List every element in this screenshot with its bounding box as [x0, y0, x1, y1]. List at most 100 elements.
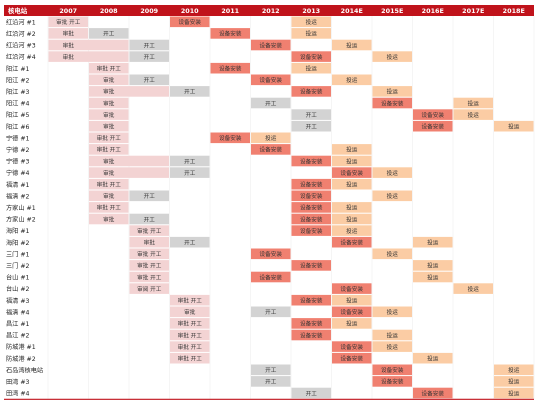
- plant-name: 红沿河 #4: [6, 53, 36, 61]
- schedule-segment: [89, 155, 169, 167]
- segment-label: 投运: [387, 331, 399, 339]
- schedule-segment: [372, 376, 412, 387]
- segment-label: 设备安装: [341, 308, 364, 316]
- segment-label: 设备安装: [300, 204, 323, 212]
- schedule-segment: [372, 248, 412, 260]
- segment-label: 审批 开工: [178, 320, 203, 328]
- plant-name: 宁德 #2: [6, 146, 30, 154]
- plant-name: 方家山 #1: [6, 204, 36, 212]
- segment-label: 设备安装: [381, 378, 404, 386]
- schedule-segment: [251, 97, 291, 109]
- segment-label: 投运: [387, 53, 399, 61]
- schedule-segment: [372, 306, 412, 318]
- segment-label: 设备安装: [422, 123, 445, 131]
- segment-label: 投运: [346, 297, 358, 305]
- schedule-segment: [129, 74, 169, 86]
- schedule-segment: [170, 167, 210, 178]
- segment-label: 设备安装: [341, 285, 364, 293]
- plant-name: 昌江 #1: [6, 321, 30, 328]
- schedule-segment: [291, 213, 331, 225]
- schedule-segment: [291, 109, 331, 120]
- segment-label: 审批 开工: [178, 297, 203, 305]
- plant-name: 三门 #2: [6, 262, 30, 270]
- segment-layer: [48, 16, 534, 399]
- schedule-segment: [89, 213, 129, 225]
- segment-label: 开工: [144, 216, 156, 223]
- segment-label: 审批: [103, 192, 115, 200]
- schedule-segment: [332, 144, 372, 155]
- schedule-segment: [251, 144, 291, 155]
- segment-label: 设备安装: [341, 239, 364, 247]
- segment-label: 审批: [103, 88, 115, 96]
- schedule-segment: [170, 329, 210, 341]
- segment-label: 投运: [387, 88, 399, 96]
- plant-name: 红沿河 #3: [6, 42, 36, 50]
- segment-label: 设备安装: [381, 366, 404, 374]
- segment-label: 设备安装: [260, 146, 283, 154]
- schedule-segment: [413, 236, 453, 248]
- plant-name: 阳江 #4: [6, 100, 30, 108]
- schedule-segment: [372, 167, 412, 178]
- schedule-segment: [413, 387, 453, 399]
- schedule-segment: [89, 190, 129, 202]
- year-header: 2011: [221, 7, 239, 15]
- schedule-segment: [210, 28, 250, 39]
- row-label-header: 核电站: [8, 6, 28, 15]
- segment-label: 设备安装: [422, 389, 445, 397]
- plant-name: 阳江 #5: [6, 111, 30, 119]
- schedule-segment: [291, 62, 331, 74]
- header-bar: [4, 5, 534, 16]
- year-header: 2010: [181, 7, 199, 15]
- plant-name: 台山 #2: [6, 285, 30, 293]
- schedule-segment: [48, 28, 88, 39]
- segment-label: 审批: [103, 111, 115, 119]
- schedule-segment: [372, 86, 412, 97]
- segment-label: 投运: [387, 169, 399, 177]
- segment-label: 开工: [184, 240, 196, 247]
- schedule-segment: [332, 155, 372, 167]
- plant-name: 宁德 #4: [6, 169, 30, 177]
- background-layer: [4, 5, 535, 400]
- schedule-segment: [332, 283, 372, 294]
- schedule-segment: [89, 109, 129, 120]
- schedule-segment: [291, 86, 331, 97]
- segment-label: 审批: [63, 41, 75, 49]
- schedule-segment: [89, 144, 129, 155]
- segment-label: 设备安装: [179, 18, 202, 26]
- segment-label: 开工: [144, 54, 156, 61]
- schedule-segment: [48, 51, 129, 62]
- schedule-segment: [332, 341, 372, 352]
- schedule-segment: [494, 387, 534, 399]
- plant-name: 阳江 #1: [6, 65, 30, 73]
- segment-label: 审批 开工: [56, 18, 81, 26]
- year-header: 2013: [302, 7, 320, 15]
- plant-name: 宁德 #1: [6, 134, 30, 142]
- plant-name: 福清 #2: [6, 192, 30, 200]
- segment-label: 设备安装: [260, 41, 283, 49]
- schedule-segment: [89, 178, 129, 190]
- segment-label: 投运: [346, 157, 358, 165]
- segment-label: 开工: [306, 390, 318, 397]
- plant-name: 昌江 #2: [6, 333, 30, 340]
- segment-label: 开工: [144, 77, 156, 84]
- segment-label: 开工: [265, 309, 277, 316]
- schedule-segment: [89, 74, 129, 86]
- segment-label: 投运: [346, 320, 358, 328]
- segment-label: 审批 开工: [137, 227, 162, 235]
- schedule-segment: [170, 306, 210, 318]
- segment-label: 投运: [346, 227, 358, 235]
- schedule-segment: [170, 86, 210, 97]
- plant-name: 福清 #4: [6, 308, 30, 316]
- segment-label: 投运: [387, 308, 399, 316]
- segment-label: 设备安装: [381, 99, 404, 107]
- segment-label: 投运: [508, 123, 520, 131]
- schedule-segment: [129, 260, 169, 271]
- plant-name: 田湾 #4: [6, 390, 30, 398]
- schedule-segment: [332, 352, 372, 364]
- schedule-segment: [129, 213, 169, 225]
- segment-label: 设备安装: [260, 250, 283, 258]
- schedule-segment: [372, 51, 412, 62]
- year-header: 2017E: [462, 7, 484, 15]
- plant-name: 阳江 #6: [6, 123, 30, 131]
- segment-label: 审批 开工: [178, 343, 203, 351]
